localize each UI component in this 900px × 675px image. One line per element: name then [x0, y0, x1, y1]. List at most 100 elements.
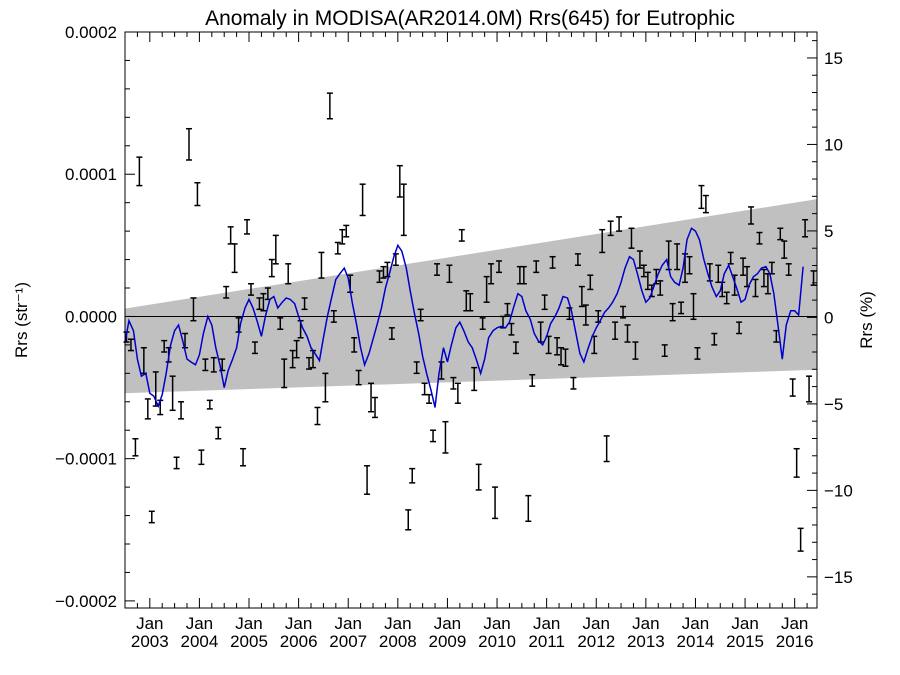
x-tick-month-label: Jan	[781, 614, 808, 633]
error-bar-point	[549, 255, 556, 269]
x-tick-month-label: Jan	[285, 614, 312, 633]
error-bar-point	[723, 291, 730, 305]
x-tick-month-label: Jan	[632, 614, 659, 633]
y-tick-label: −0.0002	[55, 592, 117, 611]
error-bar-point	[694, 346, 701, 360]
y-axis-left: −0.0002 −0.0001 0.0000 0.0001 0.0002	[55, 23, 135, 611]
error-bar-point	[306, 356, 313, 370]
error-bar-point	[396, 164, 403, 198]
error-bar-point	[244, 218, 251, 235]
error-bar-point	[797, 527, 804, 552]
error-bar-point	[339, 228, 346, 245]
y-tick-label: 0.0002	[65, 23, 117, 42]
error-bar-point	[578, 285, 585, 308]
error-bar-point	[752, 278, 759, 298]
error-bar-point	[215, 426, 222, 440]
error-bar-point	[359, 183, 366, 217]
x-tick-month-label: Jan	[434, 614, 461, 633]
error-bar-point	[231, 243, 238, 274]
error-bar-point	[421, 382, 428, 396]
error-bar-point	[364, 465, 371, 495]
x-tick-year-label: 2016	[776, 632, 814, 651]
y2-tick-label: 0	[824, 308, 833, 327]
y2-tick-label: 15	[824, 49, 843, 68]
y2-tick-label: −10	[824, 481, 853, 500]
y-tick-label: 0.0000	[65, 307, 117, 326]
error-bar-point	[781, 240, 788, 259]
error-bar-point	[318, 251, 325, 279]
error-bar-point	[185, 127, 192, 161]
error-bar-point	[624, 324, 631, 343]
x-tick-month-label: Jan	[682, 614, 709, 633]
error-bar-point	[136, 156, 143, 187]
error-bar-point	[272, 234, 279, 265]
y2-tick-label: −15	[824, 568, 853, 587]
error-bar-point	[434, 263, 441, 276]
error-bar-point	[599, 228, 606, 254]
error-bar-point	[616, 216, 623, 232]
error-bar-point	[351, 337, 358, 353]
error-bar-point	[144, 398, 151, 420]
error-bar-point	[446, 264, 453, 284]
error-bar-point	[533, 260, 540, 274]
error-bar-point	[400, 183, 407, 237]
error-bar-point	[127, 338, 134, 352]
error-bar-point	[260, 292, 267, 312]
x-tick-year-label: 2007	[329, 632, 367, 651]
x-tick-year-label: 2005	[230, 632, 268, 651]
x-tick-year-label: 2004	[180, 632, 218, 651]
error-bar-point	[711, 332, 718, 346]
error-bar-point	[802, 218, 809, 238]
error-bar-point	[657, 280, 664, 296]
error-bar-point	[488, 263, 495, 285]
error-bar-point	[806, 375, 813, 403]
error-bar-point	[376, 270, 383, 284]
error-bar-point	[442, 420, 449, 454]
error-bar-point	[190, 297, 197, 322]
error-bar-point	[256, 297, 263, 311]
x-tick-year-label: 2014	[677, 632, 715, 651]
error-bar-point	[640, 264, 647, 278]
error-bar-point	[148, 510, 155, 524]
error-bar-point	[628, 227, 635, 249]
error-bar-point	[496, 260, 503, 274]
plot-frame	[124, 31, 818, 609]
error-bar-point	[562, 348, 569, 367]
error-bar-point	[612, 321, 619, 340]
error-bar-point	[388, 327, 395, 340]
x-tick-month-label: Jan	[384, 614, 411, 633]
y2-axis-label: Rrs (%)	[857, 291, 876, 349]
error-bar-point	[334, 241, 341, 255]
error-bar-point	[301, 297, 308, 311]
error-bar-point	[674, 243, 681, 271]
x-tick-month-label: Jan	[335, 614, 362, 633]
x-tick-year-label: 2012	[577, 632, 615, 651]
error-bar-point	[570, 376, 577, 390]
error-bar-point	[355, 369, 362, 386]
error-bar-point	[343, 224, 350, 238]
error-bar-point	[368, 382, 375, 413]
error-bar-point	[541, 294, 548, 311]
error-bar-point	[678, 301, 685, 315]
error-bar-point	[173, 456, 180, 470]
x-tick-year-label: 2015	[726, 632, 764, 651]
error-bar-point	[512, 341, 519, 355]
error-bar-point	[293, 339, 300, 359]
error-bar-point	[566, 307, 573, 321]
error-bar-point	[277, 317, 284, 330]
x-tick-year-label: 2009	[429, 632, 467, 651]
error-bar-point	[210, 356, 217, 373]
error-bars	[123, 92, 817, 552]
x-tick-year-label: 2010	[478, 632, 516, 651]
error-bar-point	[698, 184, 705, 210]
error-bar-point	[632, 341, 639, 360]
y-tick-label: 0.0001	[65, 165, 117, 184]
error-bar-point	[227, 226, 234, 245]
error-bar-point	[793, 447, 800, 478]
error-bar-point	[430, 429, 437, 443]
error-bar-point	[161, 339, 168, 353]
error-bar-point	[285, 263, 292, 285]
error-bar-point	[247, 282, 254, 296]
error-bar-point	[471, 366, 478, 392]
